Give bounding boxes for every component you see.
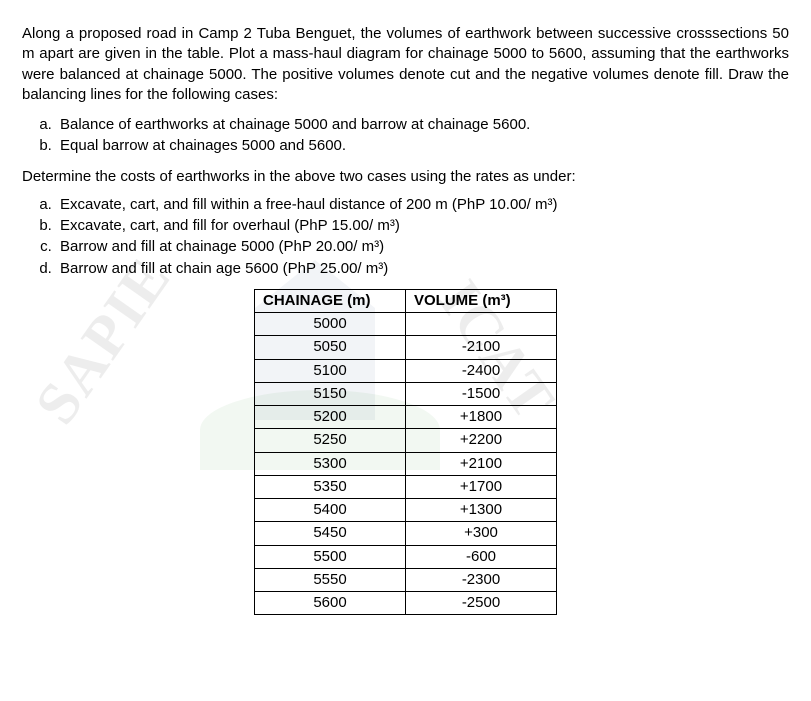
intro-paragraph: Along a proposed road in Camp 2 Tuba Ben… xyxy=(22,24,789,105)
cases-list: Balance of earthworks at chainage 5000 a… xyxy=(22,115,789,157)
rate-item: Barrow and fill at chain age 5600 (PhP 2… xyxy=(56,259,789,279)
case-item: Equal barrow at chainages 5000 and 5600. xyxy=(56,136,789,156)
table-cell: 5450 xyxy=(255,522,406,545)
table-row: 5000 xyxy=(255,313,557,336)
table-row: 5200+1800 xyxy=(255,406,557,429)
table-row: 5600-2500 xyxy=(255,592,557,615)
table-row: 5400+1300 xyxy=(255,499,557,522)
table-cell: +1700 xyxy=(406,475,557,498)
table-cell: -2400 xyxy=(406,359,557,382)
rate-item: Barrow and fill at chainage 5000 (PhP 20… xyxy=(56,237,789,257)
table-cell: 5400 xyxy=(255,499,406,522)
table-cell: 5250 xyxy=(255,429,406,452)
table-cell: 5150 xyxy=(255,382,406,405)
table-cell: -2100 xyxy=(406,336,557,359)
table-cell: 5300 xyxy=(255,452,406,475)
table-cell: -600 xyxy=(406,545,557,568)
rates-list: Excavate, cart, and fill within a free-h… xyxy=(22,195,789,279)
table-row: 5300+2100 xyxy=(255,452,557,475)
table-cell: +2200 xyxy=(406,429,557,452)
table-cell: 5600 xyxy=(255,592,406,615)
table-row: 5100-2400 xyxy=(255,359,557,382)
table-cell: +1300 xyxy=(406,499,557,522)
rate-item: Excavate, cart, and fill within a free-h… xyxy=(56,195,789,215)
table-cell: 5500 xyxy=(255,545,406,568)
rate-item: Excavate, cart, and fill for overhaul (P… xyxy=(56,216,789,236)
table-cell xyxy=(406,313,557,336)
table-row: 5050-2100 xyxy=(255,336,557,359)
table-cell: +300 xyxy=(406,522,557,545)
col-volume: VOLUME (m³) xyxy=(406,289,557,312)
table-cell: 5050 xyxy=(255,336,406,359)
table-cell: -2500 xyxy=(406,592,557,615)
table-cell: 5550 xyxy=(255,568,406,591)
table-cell: 5350 xyxy=(255,475,406,498)
table-row: 5450+300 xyxy=(255,522,557,545)
table-cell: -1500 xyxy=(406,382,557,405)
table-cell: +1800 xyxy=(406,406,557,429)
determine-paragraph: Determine the costs of earthworks in the… xyxy=(22,167,789,187)
table-row: 5250+2200 xyxy=(255,429,557,452)
col-chainage: CHAINAGE (m) xyxy=(255,289,406,312)
table-cell: 5100 xyxy=(255,359,406,382)
table-cell: +2100 xyxy=(406,452,557,475)
table-cell: -2300 xyxy=(406,568,557,591)
table-cell: 5000 xyxy=(255,313,406,336)
table-row: 5550-2300 xyxy=(255,568,557,591)
table-cell: 5200 xyxy=(255,406,406,429)
case-item: Balance of earthworks at chainage 5000 a… xyxy=(56,115,789,135)
table-row: 5350+1700 xyxy=(255,475,557,498)
table-row: 5150-1500 xyxy=(255,382,557,405)
table-header-row: CHAINAGE (m) VOLUME (m³) xyxy=(255,289,557,312)
volume-table: CHAINAGE (m) VOLUME (m³) 50005050-210051… xyxy=(254,289,557,616)
table-row: 5500-600 xyxy=(255,545,557,568)
